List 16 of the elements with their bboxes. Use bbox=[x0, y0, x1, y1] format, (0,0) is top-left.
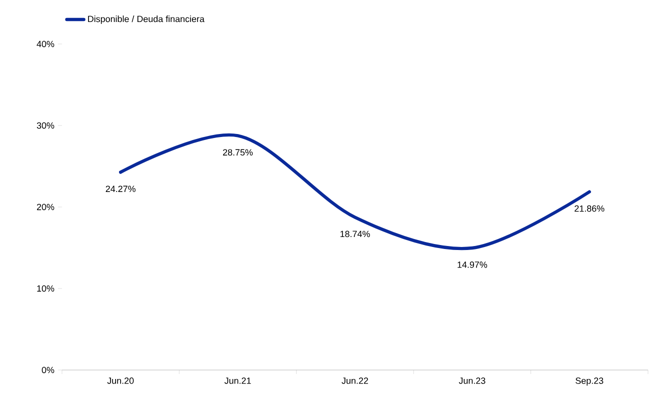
data-label: 18.74% bbox=[340, 230, 370, 238]
y-tick-label: 40% bbox=[36, 40, 54, 48]
data-label: 14.97% bbox=[458, 262, 488, 268]
x-tick-label: Jun.21 bbox=[224, 378, 251, 384]
data-label: 28.75% bbox=[223, 149, 253, 156]
x-tick-label: Jun.20 bbox=[107, 378, 134, 384]
legend-label: Disponible / Deuda financiera bbox=[88, 16, 204, 24]
y-tick-label: 10% bbox=[37, 285, 54, 292]
x-tick-label: Jun.22 bbox=[342, 378, 368, 384]
y-tick-label: 0% bbox=[42, 366, 54, 374]
x-tick-label: Sep.23 bbox=[576, 378, 604, 386]
data-label: 24.27% bbox=[106, 186, 136, 192]
x-tick-label: Jun.23 bbox=[458, 378, 486, 384]
y-tick-label: 20% bbox=[36, 204, 54, 210]
data-label: 21.86% bbox=[574, 205, 604, 212]
y-tick-label: 30% bbox=[36, 122, 54, 129]
